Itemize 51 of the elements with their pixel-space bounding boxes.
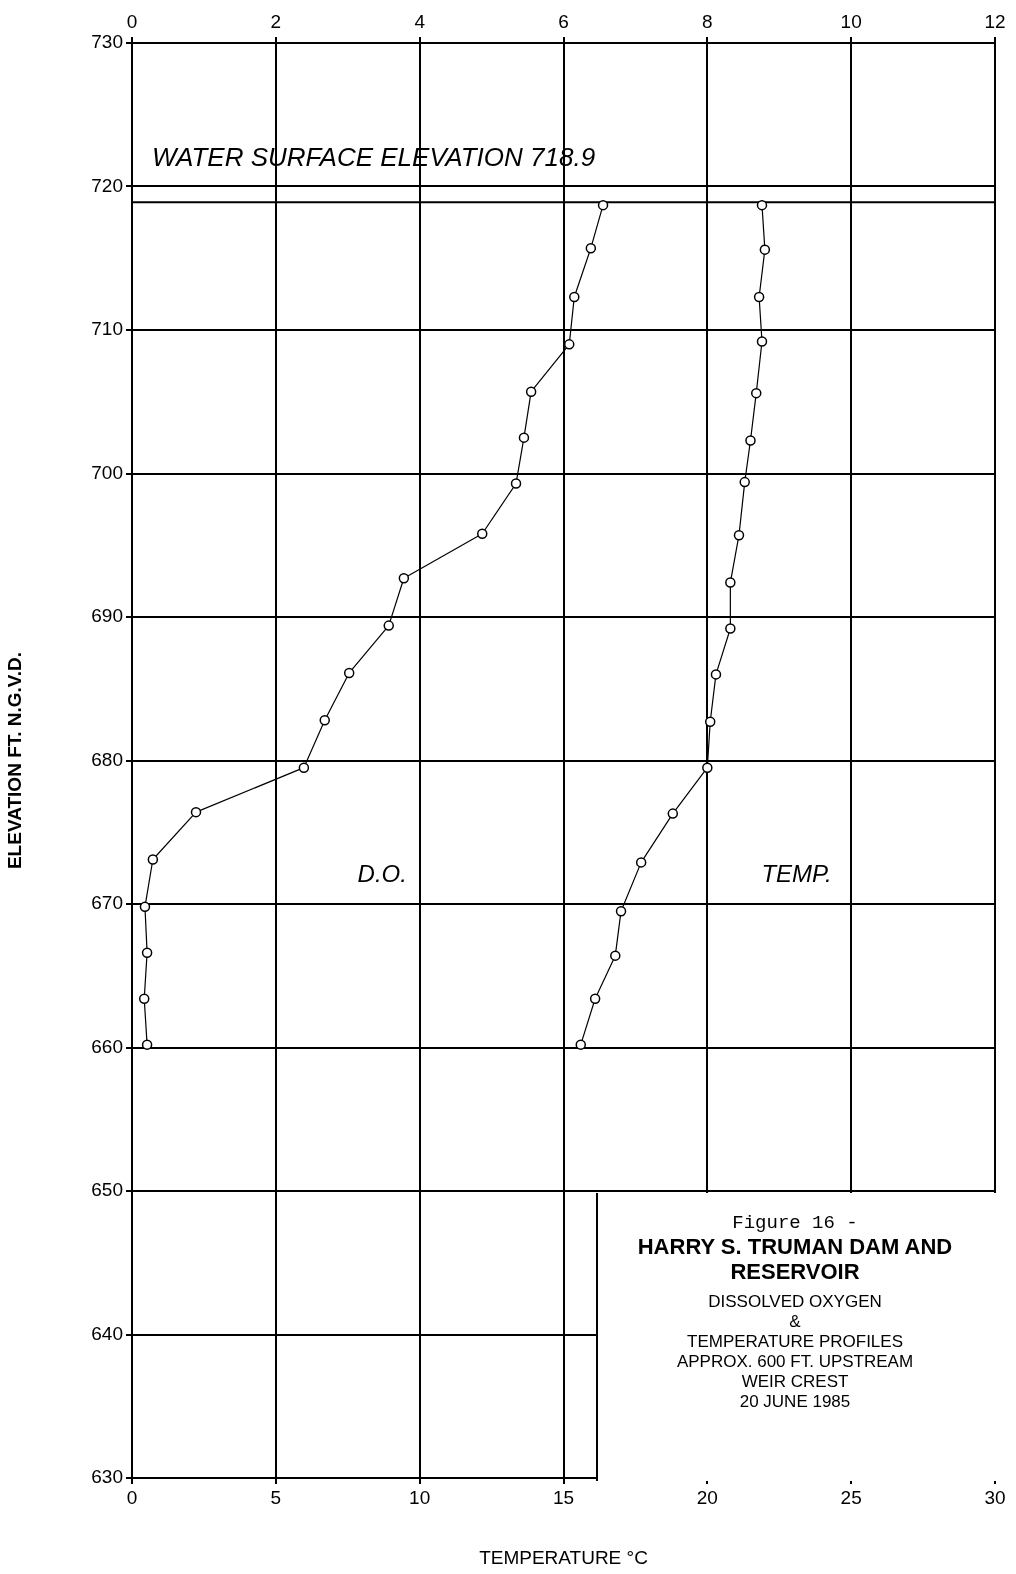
point bbox=[610, 950, 621, 961]
x-axis-title: TEMPERATURE °C bbox=[479, 1546, 648, 1568]
y-tick-label: 680 bbox=[91, 748, 123, 770]
point bbox=[667, 808, 679, 819]
x-tick-label: 25 bbox=[840, 1486, 862, 1508]
x2-tick-label: 2 bbox=[270, 10, 282, 32]
point bbox=[756, 336, 768, 347]
x2-tick-label: 4 bbox=[414, 10, 426, 32]
text: DISSOLVED OXYGEN & TEMPERATURE PROFILES APPROX. 600 FT. UPSTREAM WEIR CREST 20 JUNE 1985 bbox=[675, 1292, 915, 1412]
point bbox=[702, 762, 713, 773]
point bbox=[750, 387, 762, 399]
text: HARRY S. TRUMAN DAM AND RESERVOIR bbox=[636, 1234, 954, 1284]
x-tick-label: 0 bbox=[126, 1486, 138, 1508]
point bbox=[615, 905, 627, 917]
x2-tick-label: 0 bbox=[126, 10, 138, 32]
point bbox=[739, 476, 750, 488]
y-tick-label: 720 bbox=[91, 174, 123, 196]
x2-tick-label: 8 bbox=[702, 10, 713, 32]
text: D.O. bbox=[357, 859, 407, 887]
y-axis-title: ELEVATION FT. N.G.V.D. bbox=[3, 651, 25, 870]
y-tick-label: 710 bbox=[91, 318, 123, 340]
y-tick-label: 650 bbox=[91, 1179, 123, 1201]
x2-tick-label: 12 bbox=[984, 10, 1006, 32]
point bbox=[725, 623, 736, 634]
point bbox=[759, 244, 771, 255]
y-tick-label: 730 bbox=[91, 31, 123, 53]
y-tick-label: 690 bbox=[91, 605, 123, 627]
x-tick-label: 5 bbox=[270, 1486, 282, 1508]
x-tick-label: 30 bbox=[984, 1486, 1006, 1508]
x-tick-label: 15 bbox=[552, 1486, 575, 1508]
point bbox=[756, 199, 768, 211]
annotation: Figure 16 - bbox=[731, 1212, 859, 1234]
point bbox=[635, 857, 647, 868]
point bbox=[710, 669, 722, 680]
y-tick-label: 700 bbox=[91, 461, 123, 483]
point bbox=[745, 435, 756, 446]
y-tick-label: 660 bbox=[91, 1035, 123, 1057]
point bbox=[733, 529, 745, 541]
y-tick-label: 630 bbox=[91, 1466, 123, 1488]
point bbox=[589, 993, 601, 1004]
point bbox=[753, 291, 765, 303]
x-tick-label: 20 bbox=[696, 1486, 718, 1508]
point bbox=[725, 577, 736, 588]
point bbox=[575, 1039, 587, 1050]
text: TEMP. bbox=[761, 859, 832, 887]
x2-tick-label: 10 bbox=[840, 10, 862, 32]
x-tick-label: 10 bbox=[409, 1486, 431, 1508]
x2-tick-label: 6 bbox=[558, 10, 569, 32]
y-tick-label: 640 bbox=[91, 1322, 123, 1344]
y-tick-label: 670 bbox=[91, 892, 123, 914]
point bbox=[704, 716, 716, 728]
